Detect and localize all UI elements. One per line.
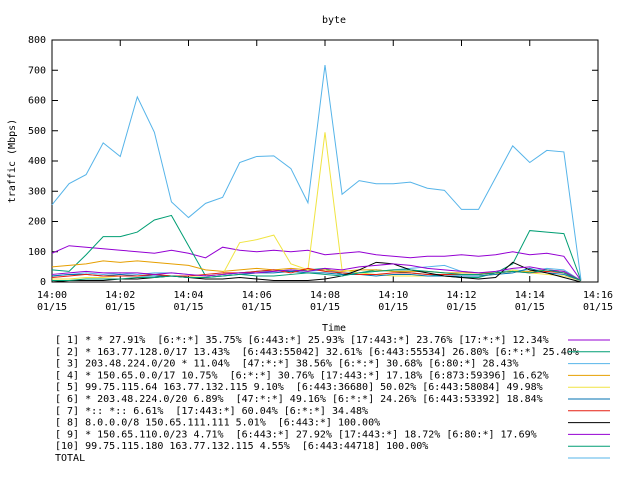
x-tick-label: 14:08 01/15 xyxy=(309,290,341,313)
x-tick-label: 14:10 01/15 xyxy=(378,290,409,313)
y-tick-label: 800 xyxy=(28,35,46,46)
legend-label: [ 6] * 203.48.224.0/20 6.89% [47:*:*] 49… xyxy=(55,394,543,405)
y-tick-label: 500 xyxy=(28,126,46,137)
legend-label: [ 9] * 150.65.110.0/23 4.71% [6:443:*] 2… xyxy=(55,429,537,440)
x-axis-label: Time xyxy=(322,323,346,334)
x-tick-label: 14:04 01/15 xyxy=(173,290,204,313)
legend-label: [ 4] * 150.65.0.0/17 10.75% [6:*:*] 30.7… xyxy=(55,370,549,381)
x-tick-label: 14:12 01/15 xyxy=(446,290,477,313)
y-tick-label: 100 xyxy=(28,247,46,258)
y-tick-label: 700 xyxy=(28,65,46,76)
x-tick-label: 14:06 01/15 xyxy=(241,290,272,313)
series-line xyxy=(51,214,582,281)
legend-label: [ 7] *:: *:: 6.61% [17:443:*] 60.04% [6:… xyxy=(55,406,368,417)
x-tick-label: 14:02 01/15 xyxy=(105,290,136,313)
legend-label: [ 1] * * 27.91% [6:*:*] 35.75% [6:443:*]… xyxy=(55,335,549,346)
series-line xyxy=(51,65,582,280)
legend-label: TOTAL xyxy=(55,453,85,464)
chart-title: byte xyxy=(322,15,346,26)
plot-border xyxy=(51,39,599,283)
legend-label: [ 3] 203.48.224.0/20 * 11.04% [47:*:*] 3… xyxy=(55,359,519,370)
y-tick-label: 300 xyxy=(28,186,46,197)
x-tick-label: 14:16 01/15 xyxy=(582,290,614,313)
series-line xyxy=(51,263,582,281)
legend-label: [ 8] 8.0.0.0/8 150.65.111.111 5.01% [6:4… xyxy=(55,418,380,429)
x-tick-label: 14:14 01/15 xyxy=(514,290,545,313)
series-line xyxy=(51,261,582,283)
legend-label: [ 2] * 163.77.128.0/17 13.43% [6:443:550… xyxy=(55,347,579,358)
y-tick-label: 200 xyxy=(28,217,46,228)
y-tick-label: 600 xyxy=(28,96,46,107)
series-line xyxy=(52,132,582,281)
series-line xyxy=(52,269,582,281)
series-line xyxy=(51,245,582,281)
y-axis-label: traffic (Mbps) xyxy=(7,119,18,203)
y-tick-label: 400 xyxy=(28,156,46,167)
y-tick-label: 0 xyxy=(40,277,46,288)
legend-label: [ 5] 99.75.115.64 163.77.132.115 9.10% [… xyxy=(55,382,543,393)
x-tick-label: 14:00 01/15 xyxy=(36,290,68,313)
legend-label: [10] 99.75.115.180 163.77.132.115 4.55% … xyxy=(55,441,428,452)
